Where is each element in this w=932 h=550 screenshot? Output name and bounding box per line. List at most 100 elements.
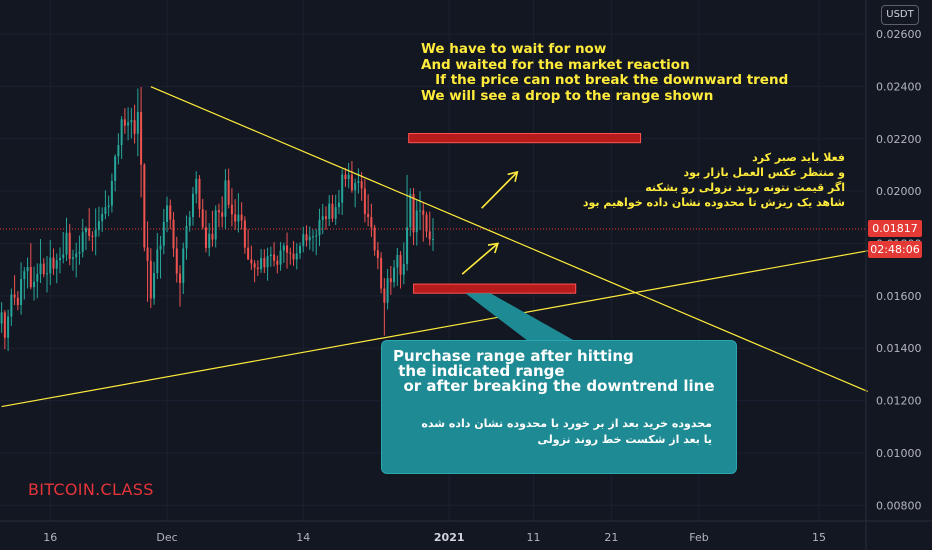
ascending-support-trendline[interactable] [1, 250, 868, 408]
candle [354, 178, 357, 208]
candle-body [20, 279, 23, 306]
candle-body [29, 267, 32, 288]
callout-persian-text: محدوده خرید بعد از بر خورد با محدوده نشا… [421, 417, 712, 446]
candle [383, 278, 386, 336]
candle [289, 247, 292, 265]
upward-arrow-upper[interactable] [481, 170, 519, 209]
candle-body [159, 245, 162, 250]
candle-body [347, 174, 350, 180]
candle [376, 241, 379, 270]
candle [0, 302, 3, 333]
candle [20, 262, 23, 315]
candle [114, 154, 117, 192]
candle-body [357, 181, 360, 184]
upper-target-zone[interactable] [408, 133, 642, 144]
candle-body [321, 216, 324, 220]
candle-body [337, 202, 340, 208]
candle-body [0, 312, 3, 324]
candle-body [230, 204, 233, 215]
candle [419, 191, 422, 230]
candle [292, 241, 295, 266]
candle-body [78, 251, 81, 254]
candle [75, 242, 78, 278]
candle-body [214, 210, 217, 240]
candle [208, 223, 211, 257]
candle [402, 242, 405, 285]
candle [39, 239, 42, 284]
candle [344, 167, 347, 187]
candle [195, 171, 198, 204]
candle [198, 175, 201, 218]
candle-body [256, 267, 259, 270]
candlestick-series [0, 86, 435, 352]
candle [149, 248, 152, 309]
candle [386, 268, 389, 310]
candle-body [13, 294, 16, 298]
purchase-range-callout[interactable]: Purchase range after hitting the indicat… [381, 340, 737, 474]
candle [240, 202, 243, 230]
candle-body [237, 214, 240, 222]
upward-arrow-lower[interactable] [461, 242, 500, 275]
candle-body [253, 263, 256, 268]
candle-body [55, 260, 58, 269]
candle [253, 260, 256, 283]
candle-body [117, 145, 120, 157]
candle-body [65, 232, 68, 255]
candle-body [179, 273, 182, 284]
candle [247, 229, 250, 260]
candle [120, 116, 123, 159]
candle [331, 194, 334, 223]
candle [33, 266, 36, 301]
candle [110, 173, 113, 213]
candle [204, 210, 207, 253]
descending-resistance-trendline[interactable] [150, 86, 868, 392]
candle [263, 249, 266, 274]
annotation-arrows[interactable] [461, 170, 519, 275]
candle [224, 169, 227, 230]
time-axis[interactable]: 16 Dec 14 2021 11 21 Feb 15 [43, 531, 826, 544]
candle-body [295, 253, 298, 260]
candle-body [140, 112, 143, 165]
candle-body [143, 164, 146, 248]
candle [324, 206, 327, 230]
candle [279, 241, 282, 271]
candle [188, 211, 191, 232]
purchase-zone[interactable] [413, 283, 577, 294]
candle-body [68, 232, 71, 259]
persian-note[interactable]: فعلا باید صبر کرد و منتظر عکس العمل بازا… [582, 151, 845, 209]
candle [370, 203, 373, 237]
candle [10, 288, 13, 326]
time-tick-label: Dec [156, 531, 177, 544]
english-note[interactable]: We have to wait for now And waited for t… [421, 41, 789, 104]
time-tick-label: 21 [604, 531, 618, 544]
candle [191, 186, 194, 226]
candle [179, 265, 182, 307]
price-axis[interactable]: 0.008000.010000.012000.014000.016000.018… [876, 28, 922, 512]
candle-body [383, 288, 386, 303]
candle [23, 267, 26, 300]
trendlines[interactable] [1, 86, 868, 408]
currency-badge[interactable]: USDT [881, 5, 919, 25]
candle [211, 210, 214, 247]
candle [276, 255, 279, 274]
price-zones[interactable] [408, 133, 642, 341]
candle [140, 86, 143, 198]
candle-body [389, 278, 392, 283]
candle [269, 246, 272, 267]
candle-body [289, 252, 292, 254]
candle-body [23, 271, 26, 280]
candle [13, 275, 16, 306]
candle-body [36, 274, 39, 282]
candle-body [328, 203, 331, 219]
time-tick-label: 16 [43, 531, 57, 544]
arrow-shaft [461, 242, 499, 275]
candle-body [166, 205, 169, 223]
candle-body [412, 194, 415, 233]
time-tick-label: Feb [689, 531, 708, 544]
candle [97, 206, 100, 237]
candle-body [234, 214, 237, 222]
candle-body [201, 209, 204, 228]
candle-body [419, 210, 422, 212]
candle [399, 251, 402, 289]
